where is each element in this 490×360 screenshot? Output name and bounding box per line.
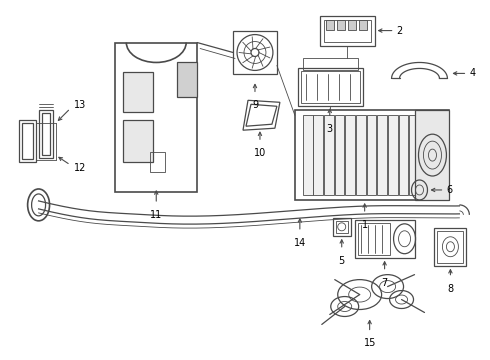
Bar	[123, 72, 153, 112]
Bar	[431, 115, 441, 195]
Bar	[324, 20, 370, 41]
Text: 11: 11	[150, 210, 162, 220]
Bar	[303, 115, 313, 195]
Text: 7: 7	[382, 278, 388, 288]
Bar	[115, 42, 197, 192]
Bar	[420, 115, 430, 195]
Bar	[233, 31, 277, 75]
Text: 3: 3	[327, 124, 333, 134]
Bar	[295, 110, 449, 200]
Text: 8: 8	[447, 284, 453, 294]
Bar	[399, 115, 409, 195]
Text: 13: 13	[74, 100, 86, 110]
Bar	[410, 115, 419, 195]
Bar	[435, 228, 466, 266]
Bar	[314, 115, 323, 195]
Bar	[358, 223, 390, 255]
Text: 6: 6	[446, 185, 453, 195]
Bar	[177, 62, 197, 97]
Bar	[333, 218, 351, 236]
Bar	[298, 68, 363, 106]
Polygon shape	[348, 20, 356, 30]
Text: 2: 2	[396, 26, 403, 36]
Bar	[367, 115, 376, 195]
Text: 12: 12	[74, 163, 86, 173]
Bar	[355, 220, 415, 258]
Polygon shape	[337, 20, 345, 30]
Text: 14: 14	[294, 238, 306, 248]
Bar	[345, 115, 355, 195]
Text: 1: 1	[362, 220, 368, 230]
Text: 4: 4	[469, 68, 475, 78]
Polygon shape	[326, 20, 334, 30]
Bar	[438, 231, 464, 263]
Text: 10: 10	[254, 148, 266, 158]
Text: 5: 5	[339, 256, 345, 266]
Bar	[336, 221, 348, 233]
Bar	[388, 115, 398, 195]
Text: 15: 15	[364, 338, 376, 348]
Bar	[335, 115, 344, 195]
Bar	[123, 120, 153, 162]
Bar	[320, 15, 375, 45]
Bar	[415, 110, 449, 200]
Polygon shape	[359, 20, 367, 30]
Bar	[303, 58, 358, 71]
Bar	[150, 152, 165, 172]
Bar	[324, 115, 334, 195]
Text: 9: 9	[252, 100, 258, 110]
Bar	[356, 115, 366, 195]
Bar	[301, 71, 360, 103]
Bar	[377, 115, 387, 195]
